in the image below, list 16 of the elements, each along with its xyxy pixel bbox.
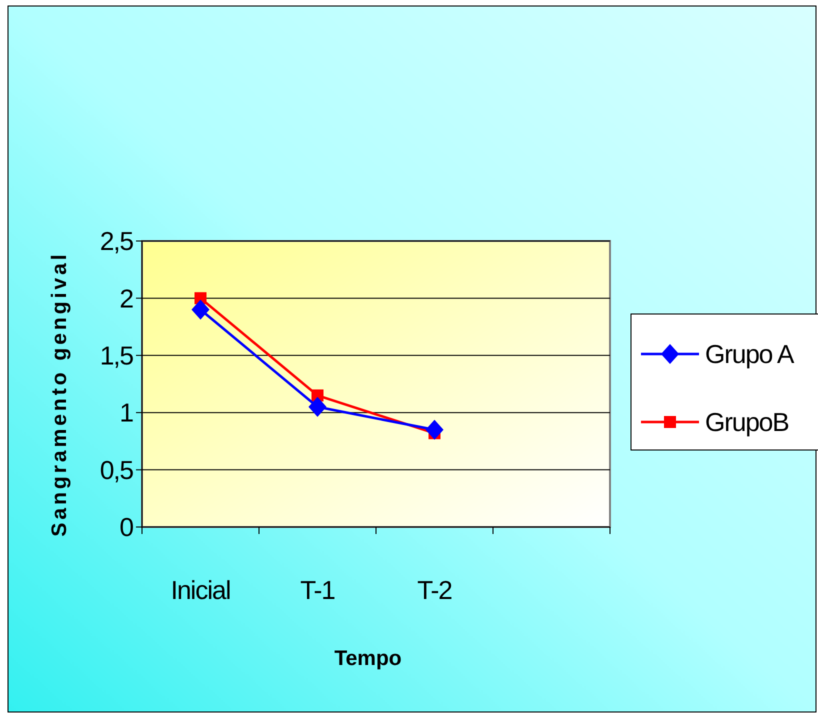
y-tick-label: 2	[120, 283, 134, 314]
y-tick-label: 1	[120, 398, 134, 428]
point	[192, 300, 210, 320]
legend-label: Grupo A	[705, 339, 796, 370]
x-tick-label: T-2	[417, 575, 452, 605]
x-tick-label: T-1	[300, 575, 336, 605]
legend-label: GrupoB	[705, 407, 789, 438]
x-tick-label: Inicial	[170, 575, 230, 605]
y-tick-label: 1,5	[100, 340, 134, 370]
point	[308, 396, 326, 417]
y-tick-label: 0,5	[100, 454, 134, 485]
x-axis-title: Tempo	[334, 647, 402, 670]
y-axis-title: Sangramento gengival	[48, 251, 71, 537]
y-tick-label: 0	[120, 512, 134, 542]
y-tick-label: 2,5	[100, 226, 134, 256]
point	[426, 420, 444, 440]
